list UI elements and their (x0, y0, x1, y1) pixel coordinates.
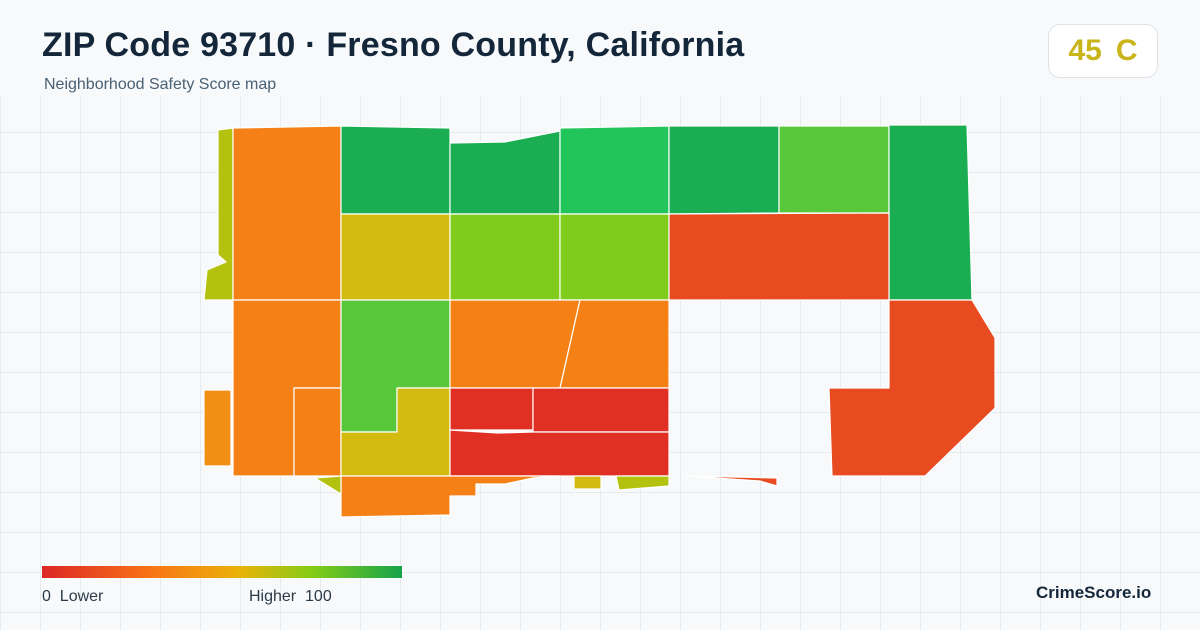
map-tract[interactable] (340, 213, 451, 301)
map-tract[interactable] (293, 387, 342, 477)
map-tract[interactable] (314, 475, 342, 495)
map-tract[interactable] (532, 387, 670, 433)
map-tract[interactable] (449, 213, 561, 301)
score-value: 45 (1068, 34, 1102, 67)
map-tract[interactable] (615, 475, 670, 491)
map-tract[interactable] (340, 475, 561, 518)
map-tract[interactable] (340, 125, 451, 215)
map-tract[interactable] (778, 125, 890, 214)
map-tract[interactable] (668, 212, 890, 301)
map-tract[interactable] (559, 125, 670, 215)
map-tract[interactable] (573, 475, 602, 490)
score-grade: C (1115, 34, 1138, 67)
map-tract[interactable] (888, 124, 973, 301)
map-tract[interactable] (449, 130, 561, 215)
map-tract[interactable] (449, 299, 581, 389)
map-tract[interactable] (828, 299, 996, 477)
map-tract[interactable] (685, 475, 778, 487)
map-tract[interactable] (232, 125, 342, 301)
brand-logo-text[interactable]: CrimeScore.io (1036, 583, 1152, 602)
score-badge: 45 C (1048, 24, 1158, 78)
map-tract[interactable] (203, 389, 232, 467)
legend-gradient-bar (42, 566, 402, 578)
page-title: ZIP Code 93710 · Fresno County, Californ… (42, 26, 745, 64)
page-subtitle: Neighborhood Safety Score map (44, 76, 277, 93)
map-tract[interactable] (203, 127, 234, 301)
header: ZIP Code 93710 · Fresno County, Californ… (0, 0, 1200, 96)
legend-low-label: 0 Lower (42, 588, 104, 605)
map-tract[interactable] (449, 429, 670, 477)
map-tract[interactable] (559, 213, 670, 301)
map-tract[interactable] (449, 387, 534, 431)
map-tract[interactable] (668, 125, 780, 215)
legend-high-label: Higher 100 (249, 588, 332, 605)
